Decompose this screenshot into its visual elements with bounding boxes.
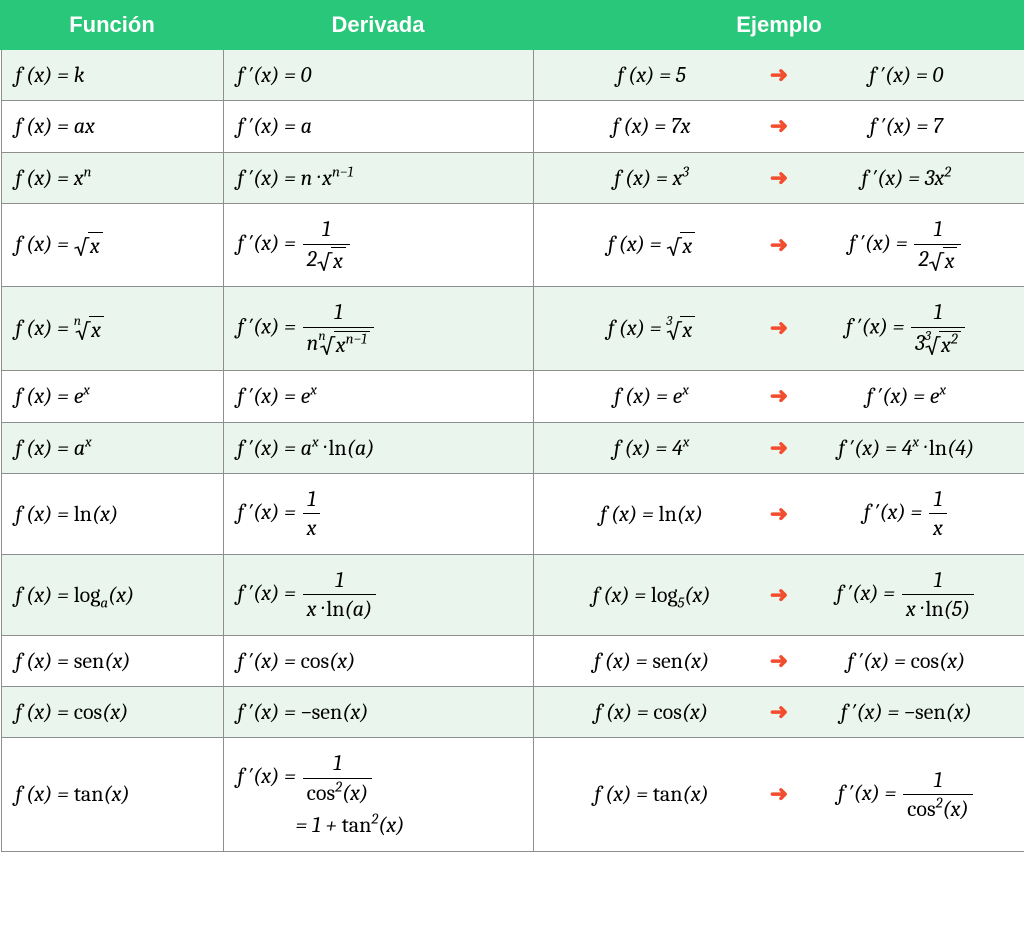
arrow-icon: ➜ bbox=[764, 582, 794, 608]
table-row: f (x) = ex f ′(x) = ex f (x) = ex ➜ f ′(… bbox=[1, 371, 1024, 422]
cell-func: f (x) = ax bbox=[1, 101, 223, 152]
table-row: f (x) = ln(x) f ′(x) = 1x f (x) = ln(x) … bbox=[1, 474, 1024, 555]
cell-example: f (x) = 4x ➜ f ′(x) = 4x · ln(4) bbox=[533, 422, 1024, 473]
cell-func: f (x) = xn bbox=[1, 152, 223, 203]
cell-func: f (x) = n√x bbox=[1, 287, 223, 371]
cell-example: f (x) = 3√x ➜ f ′(x) = 133√x2 bbox=[533, 287, 1024, 371]
arrow-icon: ➜ bbox=[764, 648, 794, 674]
example-input: f (x) = ex bbox=[548, 383, 756, 409]
cell-example: f (x) = sen(x) ➜ f ′(x) = cos(x) bbox=[533, 635, 1024, 686]
arrow-icon: ➜ bbox=[764, 62, 794, 88]
arrow-icon: ➜ bbox=[764, 781, 794, 807]
table-row: f (x) = ax f ′(x) = ax · ln(a) f (x) = 4… bbox=[1, 422, 1024, 473]
cell-deriv: f ′(x) = 0 bbox=[223, 49, 533, 101]
cell-deriv: f ′(x) = 1x bbox=[223, 474, 533, 555]
arrow-icon: ➜ bbox=[764, 435, 794, 461]
cell-deriv: f ′(x) = 1x · ln(a) bbox=[223, 554, 533, 635]
example-output: f ′(x) = ex bbox=[802, 383, 1010, 409]
example-input: f (x) = 7x bbox=[548, 113, 756, 139]
example-input: f (x) = 3√x bbox=[548, 314, 756, 344]
table-row: f (x) = cos(x) f ′(x) = −sen(x) f (x) = … bbox=[1, 687, 1024, 738]
table-row: f (x) = k f ′(x) = 0 f (x) = 5 ➜ f ′(x) … bbox=[1, 49, 1024, 101]
cell-deriv: f ′(x) = 1cos2(x) = 1 + tan2(x) bbox=[223, 738, 533, 851]
example-output: f ′(x) = 7 bbox=[802, 113, 1010, 139]
cell-example: f (x) = √x ➜ f ′(x) = 12√x bbox=[533, 204, 1024, 287]
cell-deriv: f ′(x) = ex bbox=[223, 371, 533, 422]
arrow-icon: ➜ bbox=[764, 315, 794, 341]
example-input: f (x) = ln(x) bbox=[548, 501, 756, 527]
cell-example: f (x) = 7x ➜ f ′(x) = 7 bbox=[533, 101, 1024, 152]
table-row: f (x) = n√x f ′(x) = 1nn√xn−1 f (x) = 3√… bbox=[1, 287, 1024, 371]
cell-deriv: f ′(x) = −sen(x) bbox=[223, 687, 533, 738]
cell-deriv: f ′(x) = ax · ln(a) bbox=[223, 422, 533, 473]
cell-func: f (x) = tan(x) bbox=[1, 738, 223, 851]
example-input: f (x) = cos(x) bbox=[548, 699, 756, 725]
cell-func: f (x) = ln(x) bbox=[1, 474, 223, 555]
arrow-icon: ➜ bbox=[764, 113, 794, 139]
example-output: f ′(x) = 133√x2 bbox=[802, 299, 1010, 358]
table-row: f (x) = sen(x) f ′(x) = cos(x) f (x) = s… bbox=[1, 635, 1024, 686]
arrow-icon: ➜ bbox=[764, 232, 794, 258]
example-input: f (x) = sen(x) bbox=[548, 648, 756, 674]
example-output: f ′(x) = 0 bbox=[802, 62, 1010, 88]
table-head: Función Derivada Ejemplo bbox=[1, 1, 1024, 49]
example-input: f (x) = √x bbox=[548, 231, 756, 260]
cell-func: f (x) = ax bbox=[1, 422, 223, 473]
example-input: f (x) = log5(x) bbox=[548, 582, 756, 608]
table-row: f (x) = tan(x) f ′(x) = 1cos2(x) = 1 + t… bbox=[1, 738, 1024, 851]
cell-example: f (x) = ex ➜ f ′(x) = ex bbox=[533, 371, 1024, 422]
cell-func: f (x) = sen(x) bbox=[1, 635, 223, 686]
example-output: f ′(x) = 12√x bbox=[802, 216, 1010, 274]
cell-example: f (x) = cos(x) ➜ f ′(x) = −sen(x) bbox=[533, 687, 1024, 738]
arrow-icon: ➜ bbox=[764, 501, 794, 527]
arrow-icon: ➜ bbox=[764, 699, 794, 725]
derivatives-table: Función Derivada Ejemplo f (x) = k f ′(x… bbox=[0, 0, 1024, 852]
cell-func: f (x) = cos(x) bbox=[1, 687, 223, 738]
example-output: f ′(x) = 1x · ln(5) bbox=[802, 567, 1010, 623]
header-example: Ejemplo bbox=[533, 1, 1024, 49]
cell-func: f (x) = √x bbox=[1, 204, 223, 287]
header-func: Función bbox=[1, 1, 223, 49]
header-deriv: Derivada bbox=[223, 1, 533, 49]
example-output: f ′(x) = 3x2 bbox=[802, 165, 1010, 191]
example-input: f (x) = 5 bbox=[548, 62, 756, 88]
example-input: f (x) = 4x bbox=[548, 435, 756, 461]
cell-example: f (x) = 5 ➜ f ′(x) = 0 bbox=[533, 49, 1024, 101]
example-output: f ′(x) = 1x bbox=[802, 486, 1010, 542]
cell-example: f (x) = log5(x) ➜ f ′(x) = 1x · ln(5) bbox=[533, 554, 1024, 635]
arrow-icon: ➜ bbox=[764, 383, 794, 409]
cell-func: f (x) = ex bbox=[1, 371, 223, 422]
cell-deriv: f ′(x) = cos(x) bbox=[223, 635, 533, 686]
cell-example: f (x) = x3 ➜ f ′(x) = 3x2 bbox=[533, 152, 1024, 203]
cell-deriv: f ′(x) = 1nn√xn−1 bbox=[223, 287, 533, 371]
example-input: f (x) = tan(x) bbox=[548, 781, 756, 807]
example-output: f ′(x) = −sen(x) bbox=[802, 699, 1010, 725]
example-input: f (x) = x3 bbox=[548, 165, 756, 191]
cell-deriv: f ′(x) = a bbox=[223, 101, 533, 152]
cell-func: f (x) = k bbox=[1, 49, 223, 101]
arrow-icon: ➜ bbox=[764, 165, 794, 191]
table-row: f (x) = √x f ′(x) = 12√x f (x) = √x ➜ f … bbox=[1, 204, 1024, 287]
cell-deriv: f ′(x) = n · xn−1 bbox=[223, 152, 533, 203]
example-output: f ′(x) = cos(x) bbox=[802, 648, 1010, 674]
cell-example: f (x) = tan(x) ➜ f ′(x) = 1cos2(x) bbox=[533, 738, 1024, 851]
table-body: f (x) = k f ′(x) = 0 f (x) = 5 ➜ f ′(x) … bbox=[1, 49, 1024, 851]
cell-example: f (x) = ln(x) ➜ f ′(x) = 1x bbox=[533, 474, 1024, 555]
example-output: f ′(x) = 1cos2(x) bbox=[802, 767, 1010, 823]
table-row: f (x) = ax f ′(x) = a f (x) = 7x ➜ f ′(x… bbox=[1, 101, 1024, 152]
table-row: f (x) = loga(x) f ′(x) = 1x · ln(a) f (x… bbox=[1, 554, 1024, 635]
cell-func: f (x) = loga(x) bbox=[1, 554, 223, 635]
example-output: f ′(x) = 4x · ln(4) bbox=[802, 435, 1010, 461]
table-row: f (x) = xn f ′(x) = n · xn−1 f (x) = x3 … bbox=[1, 152, 1024, 203]
cell-deriv: f ′(x) = 12√x bbox=[223, 204, 533, 287]
